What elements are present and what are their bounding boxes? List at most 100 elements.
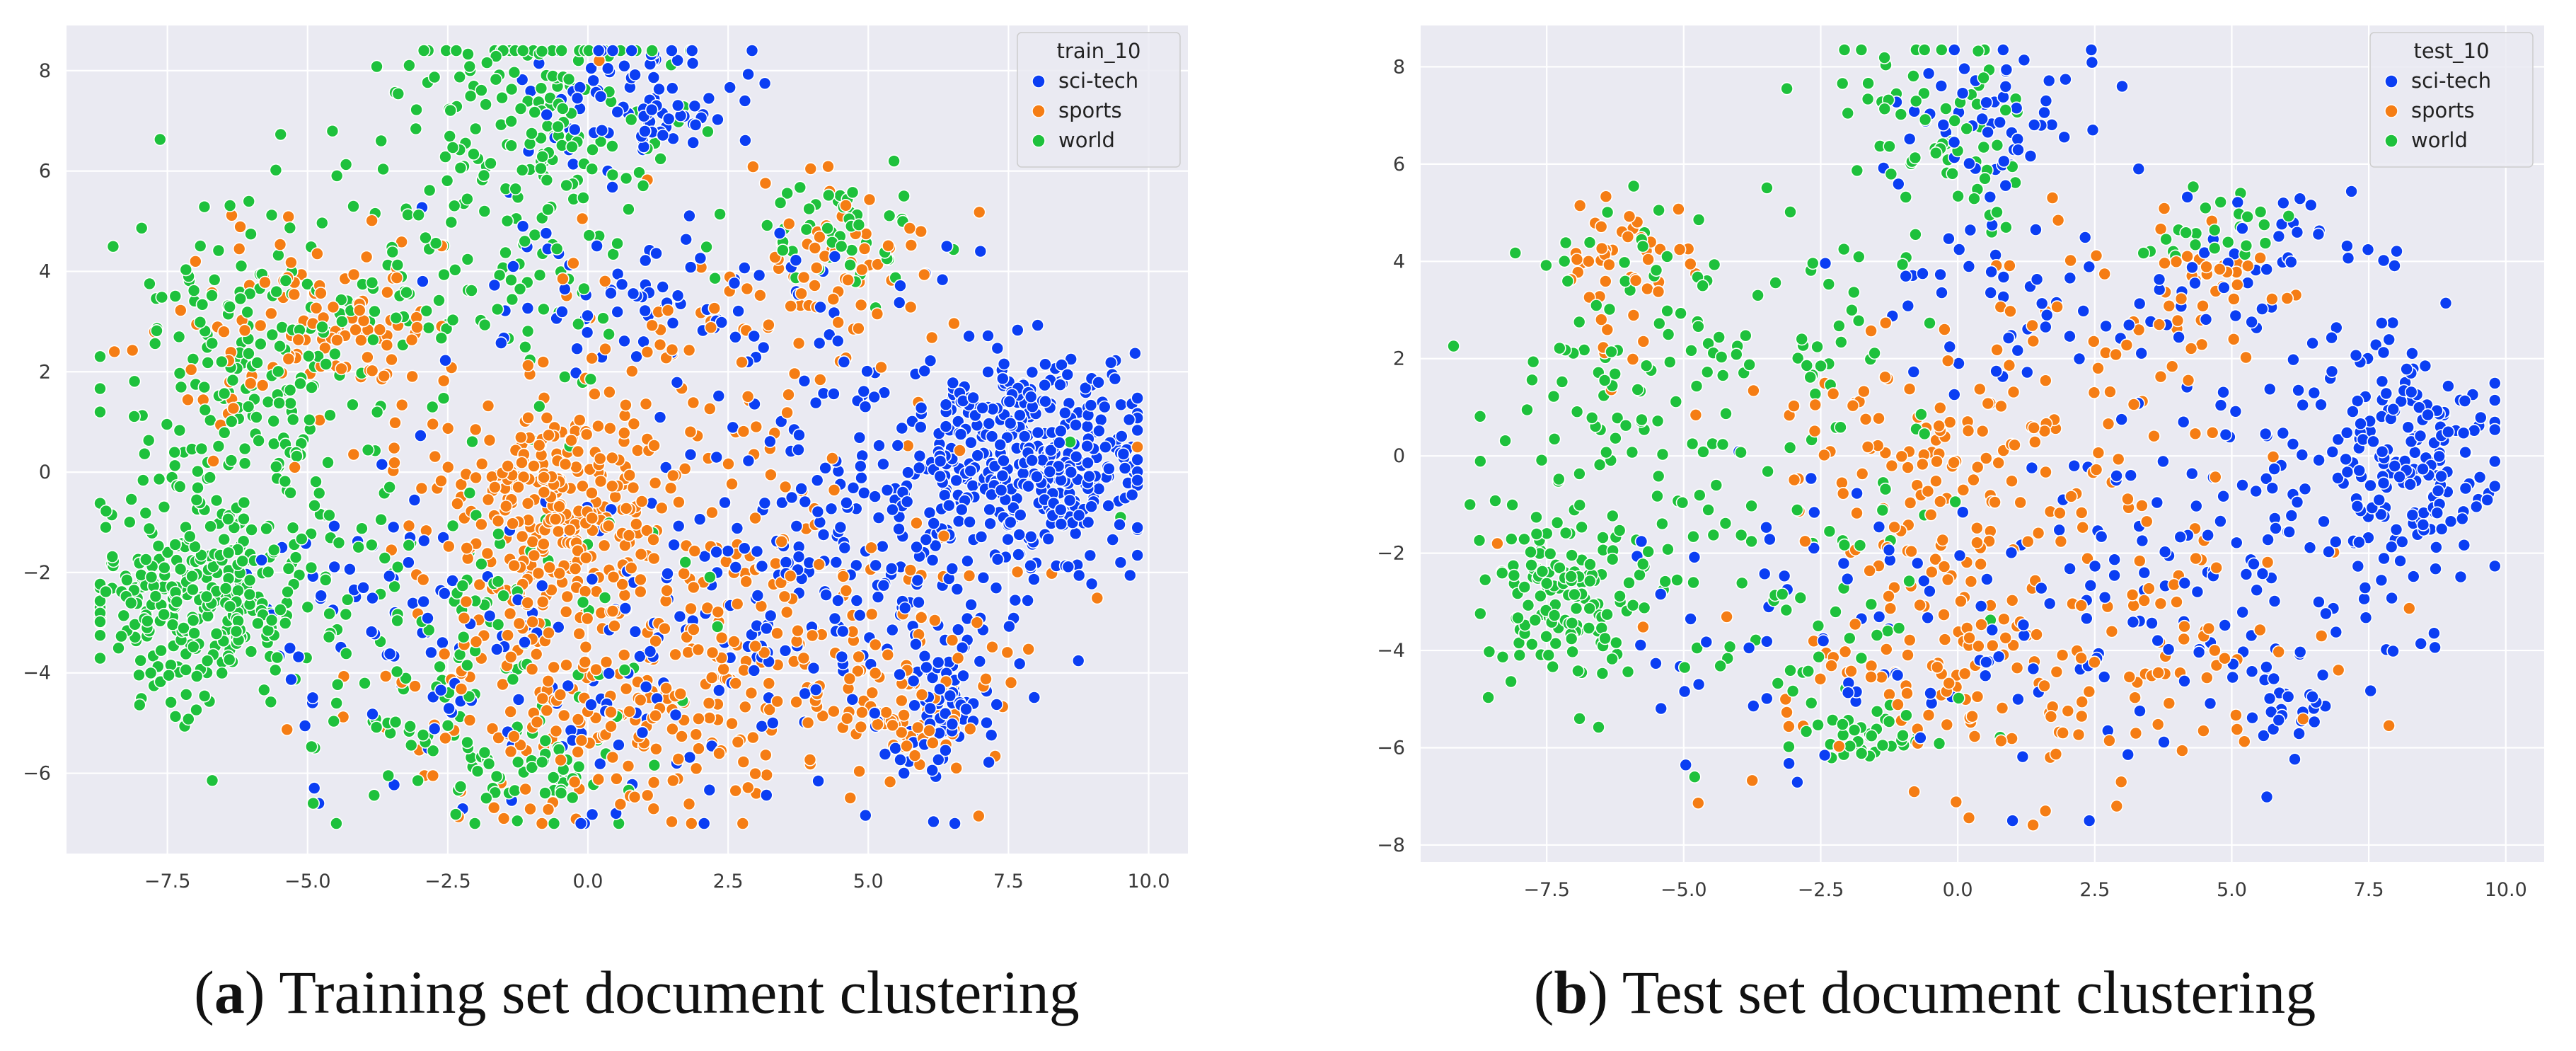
point-sports bbox=[527, 549, 541, 563]
point-sports bbox=[330, 333, 344, 347]
point-sci-tech bbox=[2322, 545, 2335, 558]
point-sports bbox=[645, 318, 659, 333]
point-sci-tech bbox=[711, 113, 724, 127]
point-sports bbox=[619, 501, 633, 515]
point-sports bbox=[282, 352, 296, 366]
point-sports bbox=[437, 374, 451, 388]
point-world bbox=[93, 651, 107, 665]
point-sci-tech bbox=[845, 692, 860, 706]
point-world bbox=[420, 304, 434, 318]
point-sci-tech bbox=[2043, 597, 2057, 611]
point-world bbox=[209, 493, 224, 507]
point-sports bbox=[558, 457, 572, 471]
point-world bbox=[417, 44, 431, 57]
point-world bbox=[278, 474, 292, 488]
point-sci-tech bbox=[2350, 499, 2364, 513]
point-sci-tech bbox=[1054, 424, 1068, 438]
point-world bbox=[197, 689, 212, 703]
point-sci-tech bbox=[1080, 439, 1094, 453]
point-world bbox=[1573, 711, 1586, 725]
point-sports bbox=[758, 176, 773, 190]
point-world bbox=[1559, 236, 1573, 250]
point-world bbox=[157, 607, 171, 621]
point-world bbox=[515, 163, 529, 177]
point-world bbox=[1895, 258, 1910, 272]
point-world bbox=[304, 561, 318, 575]
point-world bbox=[1592, 720, 1605, 734]
point-sports bbox=[1000, 645, 1015, 660]
point-world bbox=[453, 70, 467, 84]
x-tick-label: 2.5 bbox=[713, 871, 744, 892]
point-world bbox=[582, 229, 596, 242]
point-sci-tech bbox=[1039, 394, 1052, 408]
point-sports bbox=[2055, 648, 2069, 662]
point-world bbox=[1473, 454, 1487, 469]
x-tick-label: 0.0 bbox=[573, 871, 603, 892]
point-sci-tech bbox=[1850, 486, 1864, 500]
point-sports bbox=[658, 621, 671, 636]
point-world bbox=[541, 202, 555, 217]
point-sports bbox=[1883, 602, 1898, 616]
point-sports bbox=[390, 271, 404, 285]
point-sports bbox=[469, 635, 483, 649]
point-world bbox=[301, 600, 315, 614]
point-world bbox=[323, 408, 337, 423]
point-sci-tech bbox=[1699, 635, 1714, 649]
point-sci-tech bbox=[712, 389, 726, 403]
point-world bbox=[586, 143, 599, 156]
point-sci-tech bbox=[1124, 568, 1137, 582]
point-sci-tech bbox=[1031, 425, 1045, 440]
point-world bbox=[1837, 43, 1852, 57]
point-world bbox=[1063, 435, 1077, 449]
point-sports bbox=[711, 605, 725, 619]
point-sci-tech bbox=[2386, 644, 2400, 658]
point-sci-tech bbox=[2403, 478, 2417, 491]
point-sci-tech bbox=[974, 530, 988, 544]
point-sci-tech bbox=[649, 246, 663, 260]
point-world bbox=[1504, 532, 1518, 546]
point-world bbox=[105, 550, 120, 563]
point-sports bbox=[757, 645, 771, 660]
point-sci-tech bbox=[2156, 454, 2170, 469]
point-world bbox=[1596, 531, 1610, 544]
point-world bbox=[551, 120, 565, 134]
point-sports bbox=[335, 362, 348, 376]
point-sci-tech bbox=[551, 620, 565, 634]
point-sci-tech bbox=[2057, 130, 2071, 144]
point-sports bbox=[2051, 213, 2065, 227]
point-sci-tech bbox=[1114, 556, 1128, 570]
legend-marker-sci-tech bbox=[1032, 74, 1046, 88]
point-sci-tech bbox=[971, 449, 984, 462]
point-sports bbox=[589, 662, 603, 677]
point-sports bbox=[1968, 730, 1982, 743]
point-sci-tech bbox=[877, 578, 891, 592]
point-world bbox=[446, 313, 460, 327]
point-world bbox=[148, 337, 162, 350]
point-sci-tech bbox=[2429, 562, 2442, 576]
point-sci-tech bbox=[1041, 532, 1056, 546]
point-world bbox=[1977, 71, 1990, 85]
point-sci-tech bbox=[1013, 408, 1027, 423]
point-sports bbox=[1826, 387, 1840, 401]
point-sports bbox=[2162, 696, 2176, 711]
point-world bbox=[1769, 276, 1782, 289]
point-sports bbox=[1999, 631, 2012, 645]
point-sports bbox=[760, 768, 773, 782]
point-sci-tech bbox=[671, 289, 685, 303]
point-world bbox=[1876, 503, 1890, 517]
point-world bbox=[1552, 341, 1566, 355]
point-sci-tech bbox=[1008, 593, 1022, 607]
point-world bbox=[1751, 288, 1764, 302]
point-world bbox=[253, 337, 267, 351]
point-sci-tech bbox=[638, 304, 652, 318]
point-world bbox=[327, 714, 341, 728]
point-sports bbox=[741, 781, 755, 795]
point-world bbox=[217, 386, 231, 401]
point-sports bbox=[1937, 560, 1951, 573]
point-sports bbox=[949, 761, 963, 775]
point-sports bbox=[605, 479, 619, 493]
point-world bbox=[205, 774, 219, 788]
point-sports bbox=[2403, 602, 2416, 615]
point-world bbox=[2239, 239, 2253, 253]
point-world bbox=[1917, 86, 1931, 100]
